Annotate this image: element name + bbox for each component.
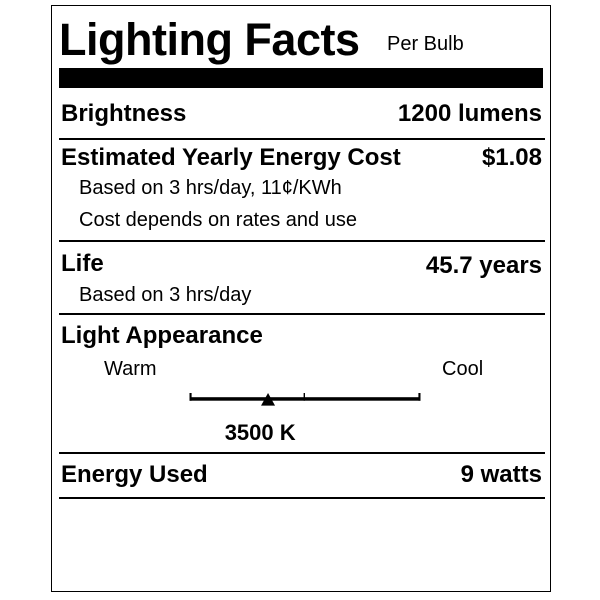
divider <box>59 240 545 242</box>
temperature-marker-icon <box>261 393 276 406</box>
divider <box>59 452 545 454</box>
scale-tick <box>303 393 305 401</box>
appearance-label: Light Appearance <box>61 322 263 349</box>
label-title: Lighting Facts <box>59 14 360 65</box>
brightness-value: 1200 lumens <box>397 100 542 127</box>
energy-cost-note: Cost depends on rates and use <box>79 209 357 231</box>
warm-label: Warm <box>104 358 157 380</box>
energy-used-value: 9 watts <box>460 461 542 488</box>
color-temperature-value: 3500 K <box>224 420 296 445</box>
scale-tick <box>189 393 192 401</box>
energy-used-label: Energy Used <box>61 461 208 488</box>
energy-cost-note: Based on 3 hrs/day, 11¢/KWh <box>79 177 342 199</box>
divider <box>59 313 545 315</box>
title-bar <box>59 68 543 88</box>
life-value: 45.7 years <box>425 252 542 279</box>
energy-cost-value: $1.08 <box>481 144 542 171</box>
divider <box>59 497 545 499</box>
scale-tick <box>418 393 421 401</box>
label-border <box>51 5 551 592</box>
life-note: Based on 3 hrs/day <box>79 284 252 306</box>
energy-cost-label: Estimated Yearly Energy Cost <box>61 144 401 171</box>
brightness-label: Brightness <box>61 100 187 127</box>
color-temperature-scale <box>189 393 421 406</box>
cool-label: Cool <box>442 358 484 380</box>
label-subtitle: Per Bulb <box>387 33 464 55</box>
divider <box>59 138 545 140</box>
life-label: Life <box>61 250 104 277</box>
